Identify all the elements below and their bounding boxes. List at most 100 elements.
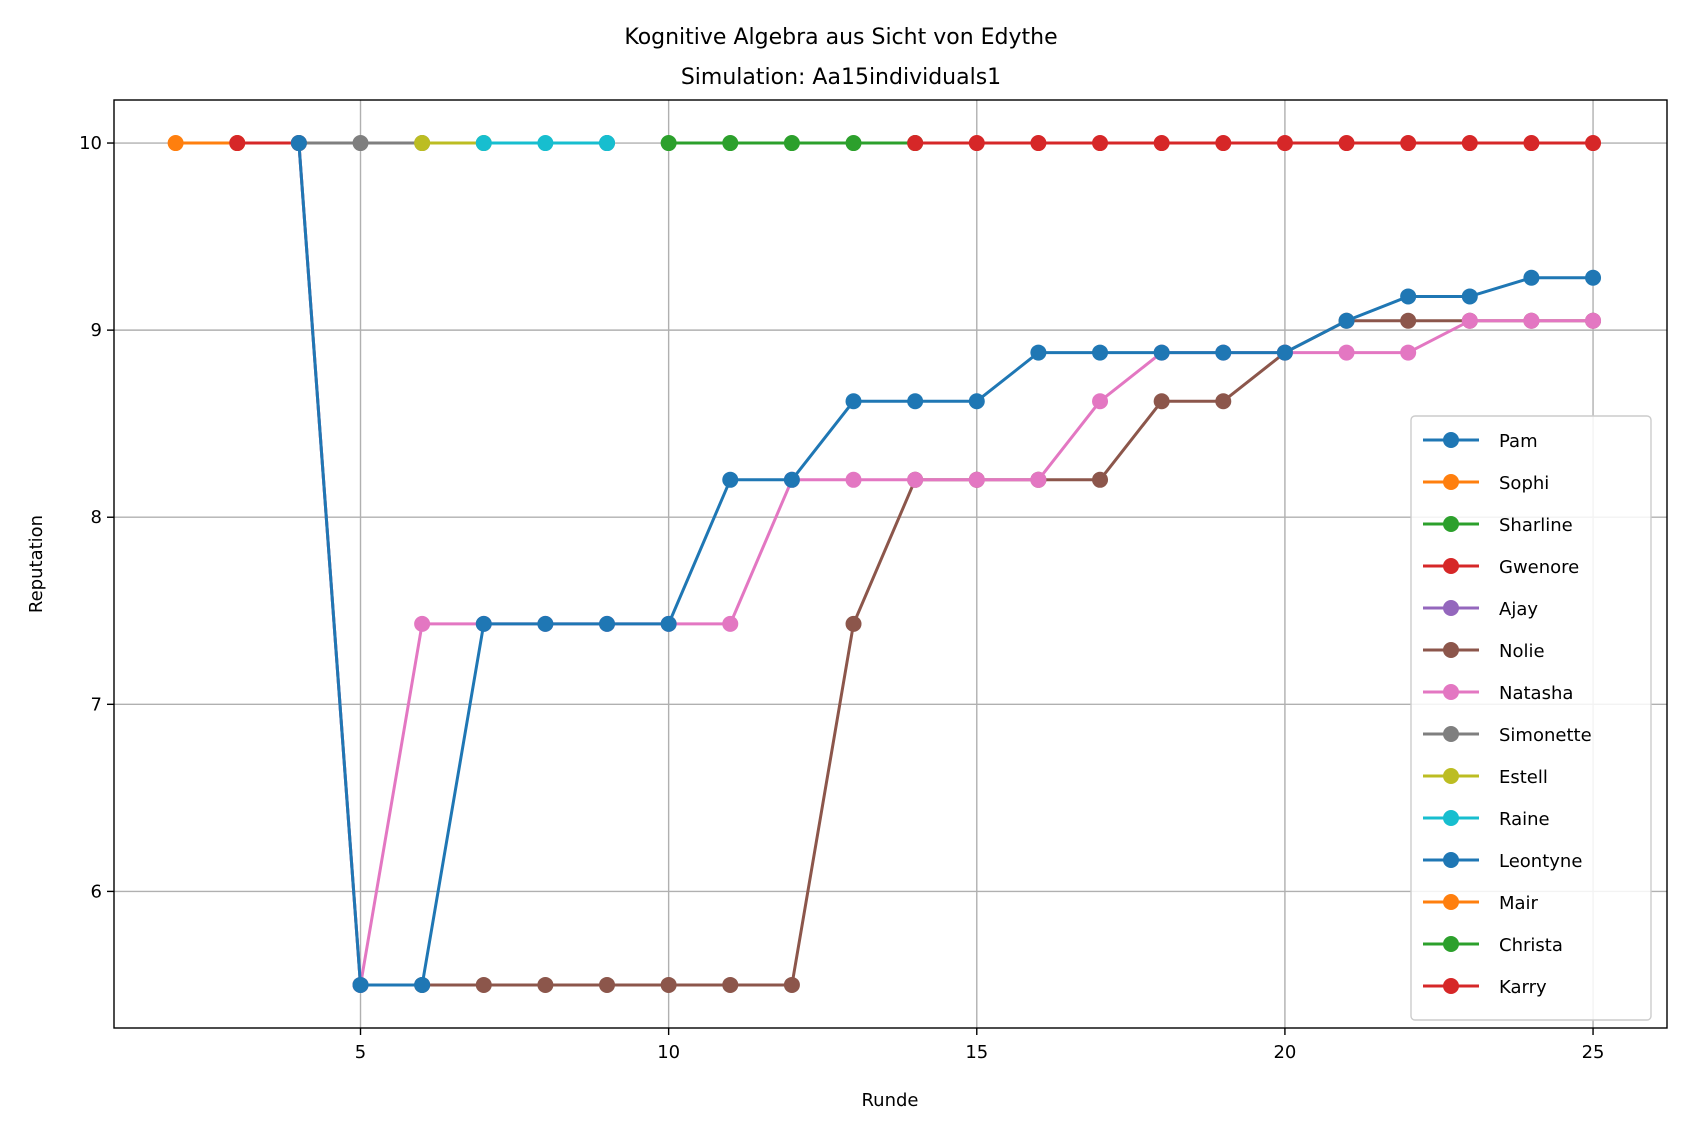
- data-point-natasha: [414, 615, 431, 632]
- legend-marker: [1443, 516, 1459, 532]
- data-point-karry: [1461, 135, 1478, 152]
- y-tick-label: 7: [91, 694, 102, 715]
- legend-item-raine: Raine: [1423, 809, 1550, 830]
- legend-item-sharline: Sharline: [1423, 515, 1573, 536]
- data-point-nolie: [845, 615, 862, 632]
- data-point-natasha: [1400, 344, 1417, 361]
- data-point-natasha: [1092, 393, 1109, 410]
- legend-box: [1410, 415, 1652, 1021]
- data-point-leontyne: [1215, 344, 1232, 361]
- data-point-leontyne: [660, 615, 677, 632]
- data-point-estell: [414, 135, 431, 152]
- plot-frame: [113, 99, 1668, 1029]
- x-tick-label: 10: [657, 1042, 680, 1063]
- legend-item-karry: Karry: [1423, 977, 1547, 998]
- data-point-leontyne: [290, 135, 307, 152]
- series-simonette: [290, 135, 431, 152]
- series-line-leontyne: [297, 142, 1594, 987]
- legend-marker: [1443, 474, 1459, 490]
- ticks: 5 10 15 20 25 6 7 8 9 10: [79, 133, 1604, 1063]
- data-point-leontyne: [1276, 344, 1293, 361]
- data-point-leontyne: [1092, 344, 1109, 361]
- data-point-raine: [599, 135, 616, 152]
- data-point-leontyne: [1400, 288, 1417, 305]
- legend-item-gwenore: Gwenore: [1423, 557, 1579, 578]
- legend-label: Karry: [1499, 977, 1547, 998]
- legend-label: Mair: [1499, 893, 1539, 914]
- data-point-karry: [1276, 135, 1293, 152]
- data-point-leontyne: [1461, 288, 1478, 305]
- series-karry: [907, 135, 1602, 152]
- data-point-raine: [475, 135, 492, 152]
- series-raine: [475, 135, 616, 152]
- data-point-leontyne: [1153, 344, 1170, 361]
- data-point-natasha: [1461, 312, 1478, 329]
- data-point-nolie: [1215, 393, 1232, 410]
- legend-item-pam: Pam: [1423, 431, 1538, 452]
- series-nolie: [290, 135, 1602, 993]
- chart-title: Kognitive Algebra aus Sicht von Edythe: [624, 25, 1057, 50]
- x-tick-label: 15: [965, 1042, 988, 1063]
- data-point-leontyne: [968, 393, 985, 410]
- data-point-karry: [907, 135, 924, 152]
- data-point-leontyne: [1030, 344, 1047, 361]
- data-point-karry: [1153, 135, 1170, 152]
- legend-marker: [1443, 894, 1459, 910]
- legend-marker: [1443, 684, 1459, 700]
- data-point-karry: [1523, 135, 1540, 152]
- series-line-nolie: [297, 142, 1594, 987]
- data-point-natasha: [1523, 312, 1540, 329]
- legend-item-ajay: Ajay: [1423, 599, 1538, 620]
- data-point-nolie: [1092, 471, 1109, 488]
- data-point-karry: [1400, 135, 1417, 152]
- data-point-natasha: [722, 615, 739, 632]
- data-point-nolie: [783, 976, 800, 993]
- data-point-nolie: [599, 976, 616, 993]
- legend-marker: [1443, 558, 1459, 574]
- legend-item-nolie: Nolie: [1423, 641, 1545, 662]
- data-point-raine: [537, 135, 554, 152]
- legend-label: Simonette: [1499, 725, 1592, 746]
- data-point-simonette: [352, 135, 369, 152]
- y-tick-label: 6: [91, 881, 102, 902]
- series-line-natasha: [297, 142, 1594, 987]
- data-point-leontyne: [1585, 269, 1602, 286]
- legend-marker: [1443, 432, 1459, 448]
- legend-label: Gwenore: [1499, 557, 1579, 578]
- legend-marker: [1443, 768, 1459, 784]
- legend-marker: [1443, 810, 1459, 826]
- series-layer: [167, 135, 1602, 993]
- data-point-leontyne: [1523, 269, 1540, 286]
- data-point-sharline: [722, 135, 739, 152]
- legend: Pam Sophi Sharline Gwenore Ajay Nolie Natasha S…: [1410, 415, 1652, 1021]
- data-point-leontyne: [907, 393, 924, 410]
- legend-item-simonette: Simonette: [1423, 725, 1592, 746]
- data-point-karry: [1092, 135, 1109, 152]
- data-point-leontyne: [475, 615, 492, 632]
- chart-subtitle: Simulation: Aa15individuals1: [681, 65, 1001, 90]
- legend-marker: [1443, 642, 1459, 658]
- data-point-karry: [1585, 135, 1602, 152]
- x-tick-label: 20: [1273, 1042, 1296, 1063]
- data-point-karry: [1215, 135, 1232, 152]
- legend-item-christa: Christa: [1423, 935, 1563, 956]
- legend-label: Sophi: [1499, 473, 1549, 494]
- data-point-nolie: [475, 976, 492, 993]
- series-natasha: [290, 135, 1602, 993]
- data-point-leontyne: [1338, 312, 1355, 329]
- legend-label: Estell: [1499, 767, 1548, 788]
- legend-marker: [1443, 936, 1459, 952]
- data-point-natasha: [1030, 471, 1047, 488]
- legend-label: Natasha: [1499, 683, 1573, 704]
- data-point-leontyne: [537, 615, 554, 632]
- series-sharline: [660, 135, 924, 152]
- data-point-leontyne: [783, 471, 800, 488]
- legend-marker: [1443, 978, 1459, 994]
- y-tick-label: 8: [91, 507, 102, 528]
- data-point-nolie: [1153, 393, 1170, 410]
- data-point-leontyne: [352, 976, 369, 993]
- data-point-karry: [1030, 135, 1047, 152]
- data-point-karry: [968, 135, 985, 152]
- data-point-natasha: [907, 471, 924, 488]
